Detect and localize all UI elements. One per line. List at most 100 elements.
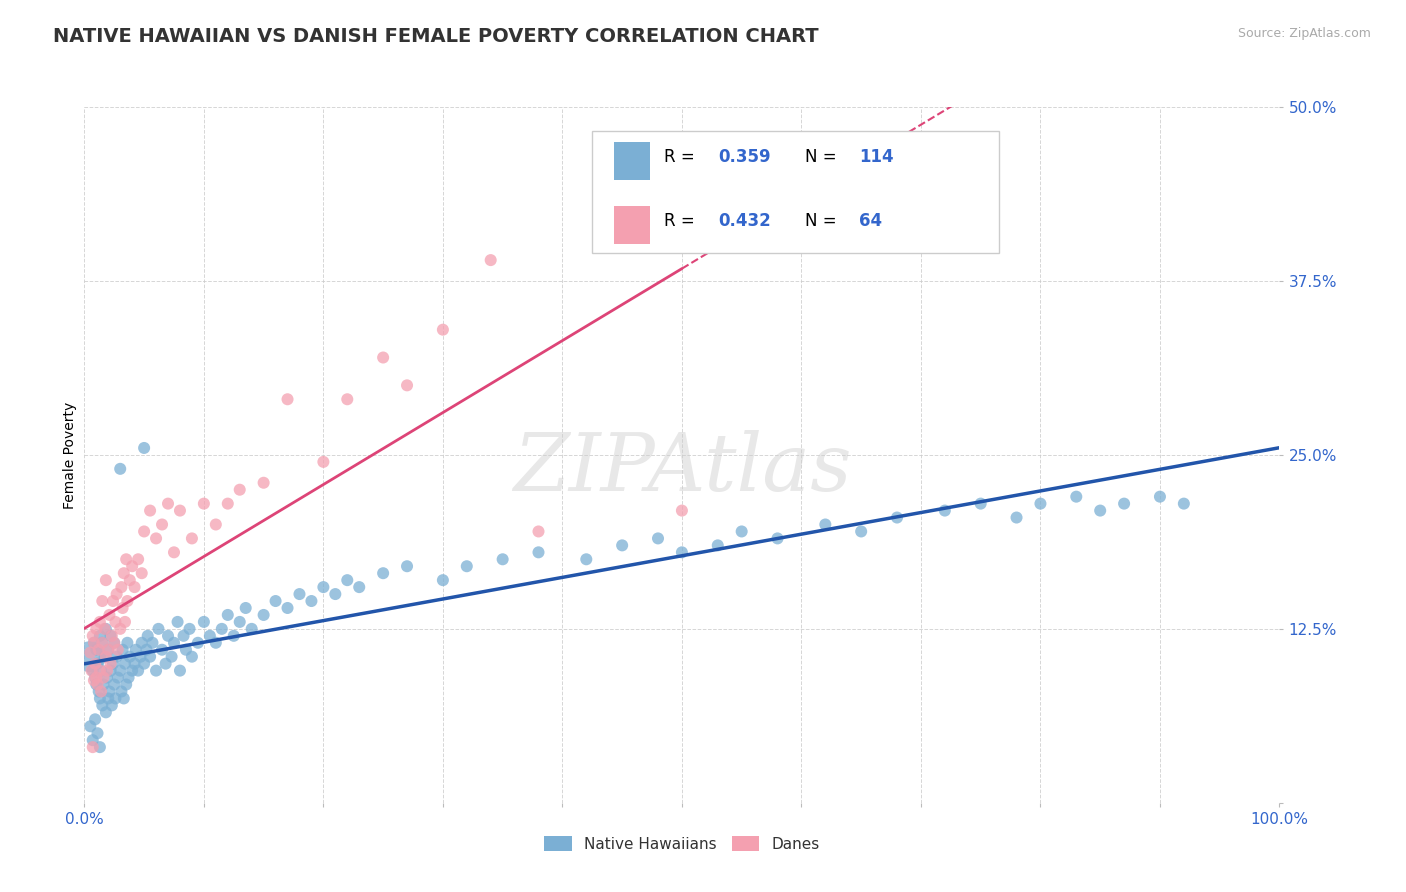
Point bbox=[91, 636, 114, 650]
Point bbox=[125, 642, 148, 657]
Text: N =: N = bbox=[806, 212, 842, 230]
Point bbox=[187, 636, 209, 650]
Point bbox=[131, 566, 153, 581]
Y-axis label: Female Poverty: Female Poverty bbox=[63, 401, 77, 508]
Point bbox=[150, 517, 173, 532]
Point bbox=[707, 538, 730, 552]
Point bbox=[97, 642, 120, 657]
Point bbox=[112, 566, 135, 581]
Point bbox=[814, 517, 837, 532]
Point bbox=[121, 559, 143, 574]
Point bbox=[129, 649, 152, 664]
Point bbox=[527, 545, 550, 559]
Point bbox=[456, 559, 478, 574]
Point bbox=[432, 323, 454, 337]
Point bbox=[105, 587, 128, 601]
Point bbox=[173, 629, 195, 643]
Text: 0.432: 0.432 bbox=[718, 212, 770, 230]
Point bbox=[110, 580, 132, 594]
Point bbox=[211, 622, 233, 636]
Point bbox=[205, 517, 228, 532]
Point bbox=[157, 629, 180, 643]
Point bbox=[222, 629, 245, 643]
Point bbox=[264, 594, 287, 608]
Point bbox=[139, 503, 162, 517]
Point bbox=[174, 642, 197, 657]
Point bbox=[155, 657, 177, 671]
Point bbox=[111, 601, 134, 615]
Point bbox=[277, 392, 299, 407]
Point bbox=[117, 594, 139, 608]
Point bbox=[336, 392, 359, 407]
Point bbox=[647, 532, 669, 546]
Point bbox=[114, 615, 136, 629]
Point bbox=[101, 594, 124, 608]
Point bbox=[93, 622, 115, 636]
Point bbox=[110, 664, 132, 678]
Point bbox=[145, 532, 167, 546]
Point bbox=[325, 587, 347, 601]
Text: R =: R = bbox=[664, 212, 700, 230]
Point bbox=[86, 671, 108, 685]
Point bbox=[93, 649, 115, 664]
Point bbox=[89, 691, 111, 706]
Point bbox=[1090, 503, 1112, 517]
Point bbox=[235, 601, 257, 615]
Point bbox=[132, 441, 156, 455]
Point bbox=[1149, 490, 1171, 504]
Point bbox=[94, 649, 117, 664]
Point bbox=[100, 664, 122, 678]
Point bbox=[612, 538, 634, 552]
Bar bbox=[614, 206, 650, 244]
Point bbox=[105, 649, 128, 664]
Point bbox=[166, 615, 188, 629]
Point bbox=[132, 657, 156, 671]
Point bbox=[98, 684, 121, 698]
Legend: Native Hawaiians, Danes: Native Hawaiians, Danes bbox=[538, 830, 825, 858]
Point bbox=[229, 483, 252, 497]
Point bbox=[135, 642, 157, 657]
Point bbox=[141, 636, 163, 650]
Point bbox=[150, 642, 173, 657]
Point bbox=[396, 378, 419, 392]
Point bbox=[229, 615, 252, 629]
Point bbox=[136, 629, 159, 643]
Text: Source: ZipAtlas.com: Source: ZipAtlas.com bbox=[1237, 27, 1371, 40]
Point bbox=[163, 545, 186, 559]
Point bbox=[970, 497, 993, 511]
Point bbox=[91, 594, 114, 608]
Point bbox=[301, 594, 323, 608]
Point bbox=[79, 719, 101, 733]
Point bbox=[1029, 497, 1052, 511]
Point bbox=[94, 622, 117, 636]
Point bbox=[1114, 497, 1136, 511]
Point bbox=[127, 664, 149, 678]
Point bbox=[80, 664, 103, 678]
Point bbox=[373, 566, 395, 581]
Point bbox=[671, 545, 693, 559]
Point bbox=[101, 629, 124, 643]
Point bbox=[492, 552, 515, 566]
Point bbox=[87, 684, 110, 698]
Point bbox=[107, 642, 129, 657]
Point bbox=[84, 657, 107, 671]
Point bbox=[86, 657, 108, 671]
Point bbox=[131, 636, 153, 650]
Point bbox=[79, 649, 101, 664]
Point bbox=[886, 510, 908, 524]
Point bbox=[110, 622, 132, 636]
Point bbox=[83, 636, 105, 650]
Point bbox=[148, 622, 170, 636]
Point bbox=[97, 691, 120, 706]
Point bbox=[103, 677, 125, 691]
Point bbox=[94, 573, 117, 587]
Point bbox=[1005, 510, 1028, 524]
Point bbox=[114, 657, 136, 671]
FancyBboxPatch shape bbox=[592, 131, 998, 253]
Point bbox=[90, 684, 112, 698]
Point bbox=[240, 622, 263, 636]
Point bbox=[97, 642, 120, 657]
Point bbox=[139, 649, 162, 664]
Point bbox=[671, 503, 693, 517]
Point bbox=[205, 636, 228, 650]
